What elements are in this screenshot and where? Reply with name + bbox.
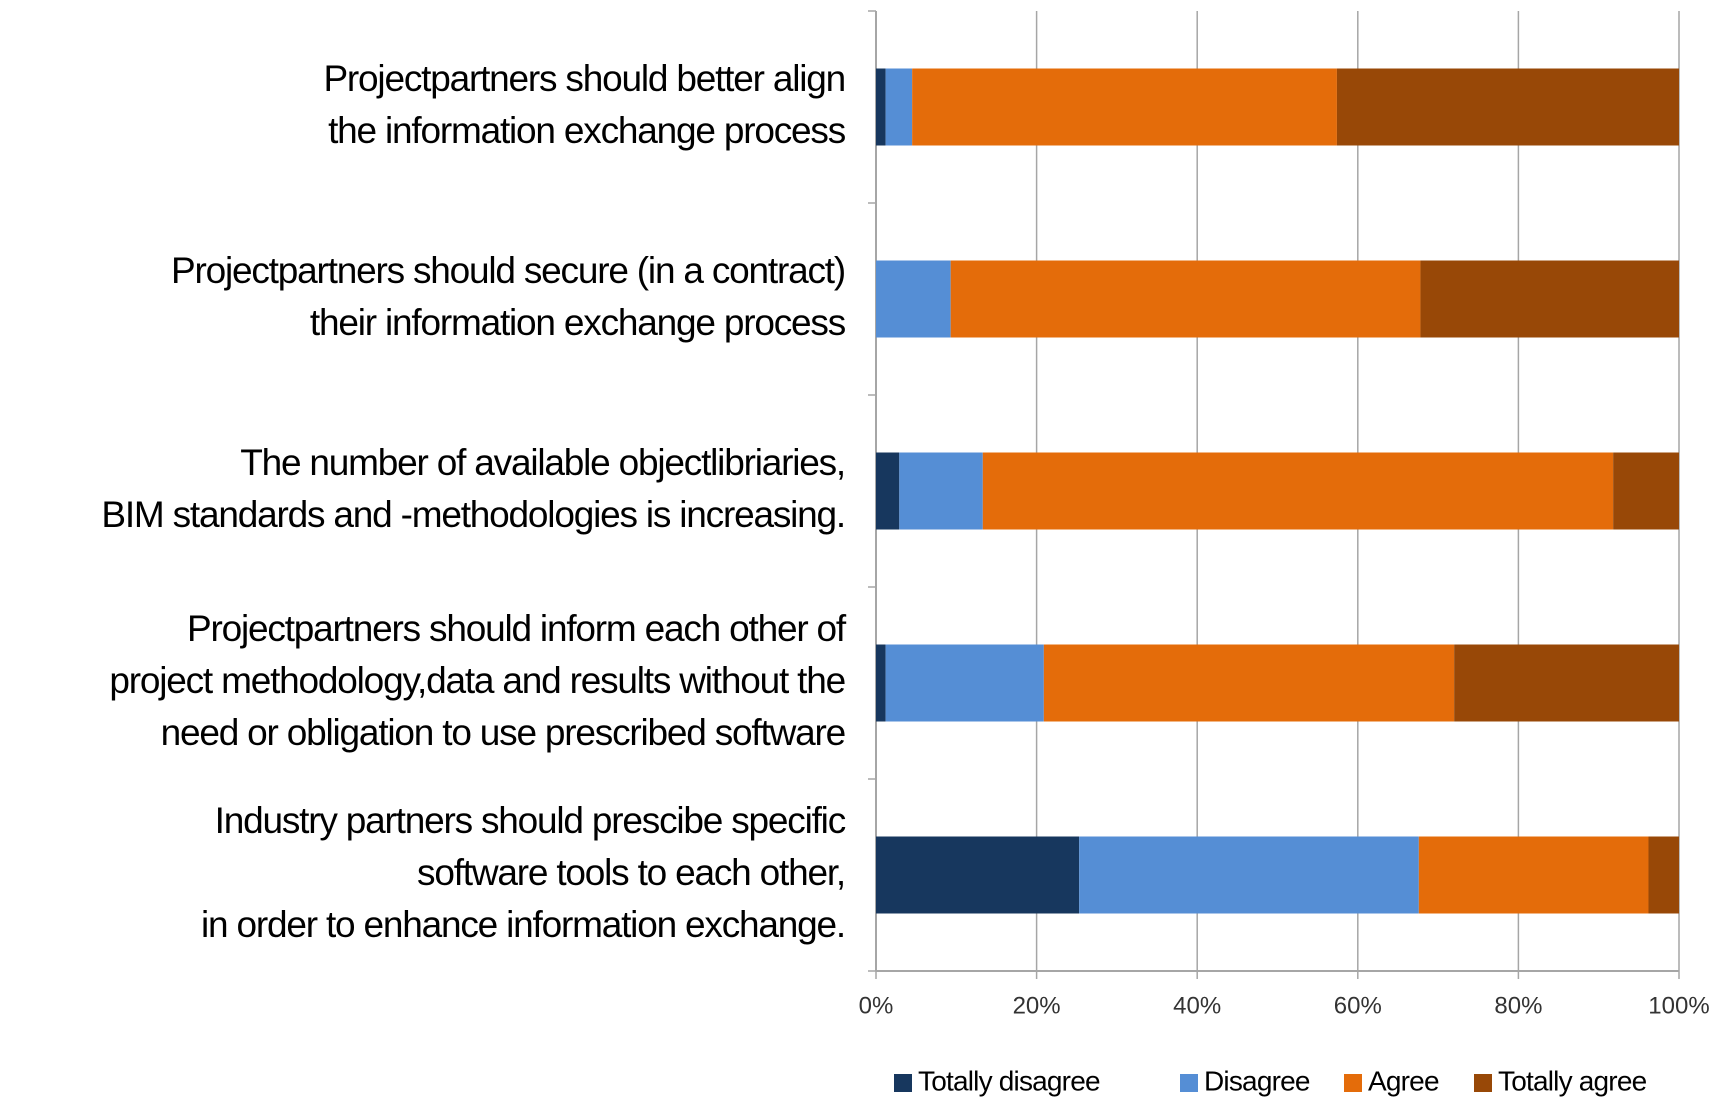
category-label: Projectpartners should secure (in a cont… (171, 250, 846, 343)
category-label-line: The number of available objectlibriaries… (240, 442, 845, 483)
category-label-line: software tools to each other, (417, 852, 845, 893)
x-tick-label: 40% (1173, 992, 1221, 1019)
bar-segment (950, 260, 1421, 338)
x-tick-label: 0% (859, 992, 894, 1019)
x-tick-label: 100% (1648, 992, 1709, 1019)
bar-segment (876, 836, 1080, 914)
bar-segment (1648, 836, 1679, 914)
bar-segment (876, 260, 951, 338)
category-label-line: Projectpartners should secure (in a cont… (171, 250, 845, 291)
bar-segment (885, 68, 913, 146)
x-tick-label: 60% (1334, 992, 1382, 1019)
bar-segment (1418, 836, 1649, 914)
legend-swatch (1474, 1074, 1492, 1092)
category-label-line: their information exchange process (310, 302, 846, 343)
bar-segment (876, 644, 886, 722)
bar-segment (1079, 836, 1419, 914)
legend-label: Totally agree (1498, 1065, 1647, 1096)
category-label-line: need or obligation to use prescribed sof… (161, 712, 845, 753)
bar-segment (899, 452, 983, 530)
legend-swatch (1344, 1074, 1362, 1092)
bar-segment (982, 452, 1614, 530)
legend-swatch (1180, 1074, 1198, 1092)
legend-label: Totally disagree (918, 1065, 1100, 1096)
category-label-line: the information exchange process (328, 110, 846, 151)
bar-segment (1613, 452, 1679, 530)
bar-segment (1420, 260, 1679, 338)
legend-label: Disagree (1204, 1065, 1310, 1096)
bar-segment (876, 68, 886, 146)
category-label-line: Industry partners should prescibe specif… (215, 800, 846, 841)
category-label: The number of available objectlibriaries… (101, 442, 845, 535)
category-label-line: Projectpartners should better align (323, 58, 845, 99)
legend-swatch (894, 1074, 912, 1092)
bar-segment (1043, 644, 1455, 722)
legend-label: Agree (1368, 1065, 1439, 1096)
category-label-line: Projectpartners should inform each other… (187, 608, 847, 649)
category-label: Industry partners should prescibe specif… (201, 800, 846, 945)
category-label: Projectpartners should inform each other… (109, 608, 847, 753)
x-tick-label: 20% (1013, 992, 1061, 1019)
bar-segment (885, 644, 1044, 722)
x-tick-label: 80% (1494, 992, 1542, 1019)
category-label: Projectpartners should better align the i… (323, 58, 845, 151)
category-label-line: in order to enhance information exchange… (201, 904, 845, 945)
bar-segment (876, 452, 900, 530)
bar-segment (1454, 644, 1679, 722)
bar-segment (912, 68, 1337, 146)
category-label-line: BIM standards and -methodologies is incr… (101, 494, 845, 535)
category-label-line: project methodology,data and results wit… (109, 660, 845, 701)
bar-segment (1336, 68, 1679, 146)
